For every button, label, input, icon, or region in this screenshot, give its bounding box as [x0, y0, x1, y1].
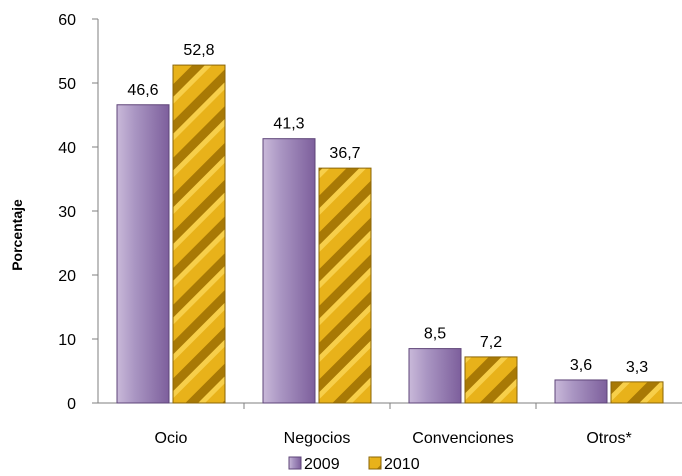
x-category-labels: Ocio Negocios Convenciones Otros* [155, 430, 632, 447]
data-labels: 46,6 52,8 41,3 36,7 8,5 7,2 3,6 3,3 [127, 42, 648, 376]
data-label-2009-Ocio: 46,6 [127, 82, 158, 99]
y-axis-label: Porcentaje [9, 199, 25, 271]
data-label-2009-Negocios: 41,3 [273, 116, 304, 133]
category-label: Convenciones [412, 430, 513, 447]
bar-2010-Convenciones [464, 356, 518, 404]
bars [116, 64, 664, 404]
legend: 2009 2010 [288, 456, 420, 473]
y-tick-label: 30 [58, 204, 76, 221]
category-label: Negocios [284, 430, 351, 447]
y-tick-label: 0 [67, 396, 76, 413]
data-label-2010-Otros*: 3,3 [626, 359, 648, 376]
bar-2009-Convenciones [408, 348, 462, 404]
bar-2010-Ocio [172, 64, 226, 404]
bar-2009-Negocios [262, 138, 316, 404]
bar-2009-Ocio [116, 104, 170, 404]
legend-swatch-2010 [368, 456, 382, 470]
category-label: Ocio [155, 430, 188, 447]
data-label-2009-Convenciones: 8,5 [424, 326, 446, 343]
y-tick-label: 60 [58, 12, 76, 29]
data-label-2009-Otros*: 3,6 [570, 357, 592, 374]
data-label-2010-Ocio: 52,8 [183, 42, 214, 59]
legend-label-2009: 2009 [304, 456, 340, 473]
bar-2010-Negocios [318, 167, 372, 404]
bar-2009-Otros* [554, 379, 608, 404]
bar-2010-Otros* [610, 381, 664, 404]
y-tick-label: 10 [58, 332, 76, 349]
y-tick-label: 50 [58, 76, 76, 93]
y-tick-label: 20 [58, 268, 76, 285]
y-tick-label: 40 [58, 140, 76, 157]
category-label: Otros* [586, 430, 631, 447]
data-label-2010-Negocios: 36,7 [329, 145, 360, 162]
y-tick-labels: 0 10 20 30 40 50 60 [58, 12, 76, 413]
legend-swatch-2009 [288, 456, 302, 470]
data-label-2010-Convenciones: 7,2 [480, 334, 502, 351]
legend-label-2010: 2010 [384, 456, 420, 473]
